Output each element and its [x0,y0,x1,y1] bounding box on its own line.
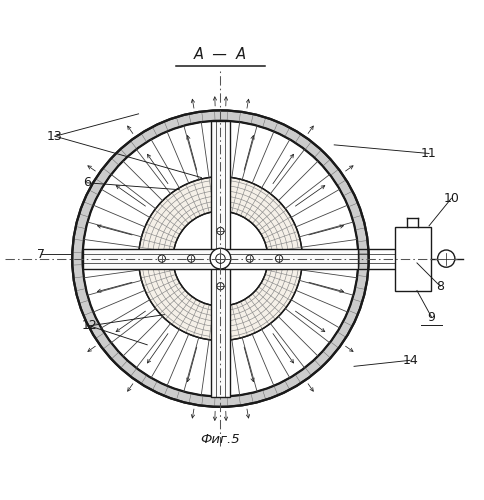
Circle shape [216,254,225,264]
Circle shape [217,282,224,290]
Wedge shape [139,262,216,340]
Text: 8: 8 [436,280,444,292]
Circle shape [275,255,283,262]
Text: 10: 10 [443,192,459,205]
Circle shape [158,255,166,262]
Text: 11: 11 [421,147,437,160]
Text: 14: 14 [402,354,418,367]
Circle shape [187,255,195,262]
Text: 7: 7 [37,248,45,261]
Circle shape [83,120,358,396]
Wedge shape [225,262,302,340]
Text: А  —  А: А — А [194,47,247,62]
Polygon shape [83,248,358,268]
Text: Фиг.5: Фиг.5 [201,433,240,446]
Wedge shape [72,110,369,407]
Polygon shape [211,120,230,396]
Bar [394,226,431,290]
Text: 13: 13 [47,130,63,142]
Text: 12: 12 [82,320,97,332]
Circle shape [217,228,224,234]
Wedge shape [225,177,302,254]
Circle shape [246,255,254,262]
Circle shape [210,248,231,269]
Text: 9: 9 [428,310,436,324]
Circle shape [438,250,455,267]
Wedge shape [139,177,216,254]
Text: 6: 6 [83,176,91,190]
